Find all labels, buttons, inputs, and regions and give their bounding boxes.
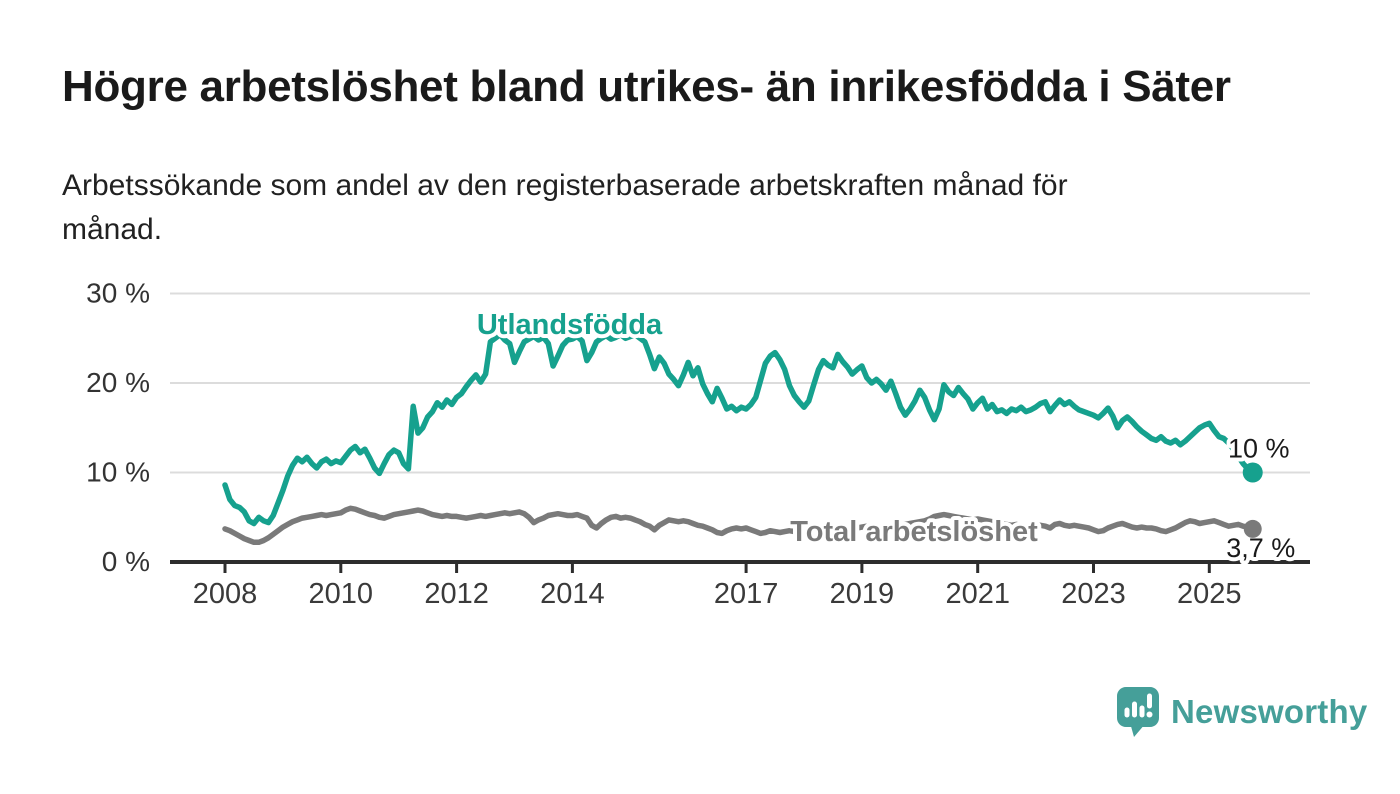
x-tick-label-2017: 2017 — [714, 578, 779, 610]
series-label-utlandsfodda: Utlandsfödda — [477, 309, 663, 341]
newsworthy-logo-icon — [1117, 687, 1159, 737]
y-tick-label-30: 30 % — [86, 278, 150, 309]
y-tick-label-20: 20 % — [86, 367, 150, 398]
x-tick-label-2008: 2008 — [193, 578, 258, 610]
x-tick-label-2010: 2010 — [309, 578, 374, 610]
logo-bar-3 — [1139, 705, 1145, 718]
newsworthy-logo-text: Newsworthy — [1171, 693, 1368, 730]
logo-exclamation-bar — [1147, 693, 1152, 709]
logo-bar-1 — [1124, 707, 1130, 718]
end-value-label-total: 3,7 % — [1226, 533, 1295, 563]
end-dot-utlandsfodda — [1242, 462, 1263, 483]
x-tick-label-2023: 2023 — [1061, 578, 1126, 610]
chart-subtitle-line-2: månad. — [62, 213, 163, 246]
series-label-total: Total arbetslöshet — [790, 516, 1038, 548]
series-line-utlandsfodda — [222, 331, 1256, 527]
x-tick-label-2025: 2025 — [1177, 578, 1242, 610]
y-tick-label-10: 10 % — [86, 457, 150, 488]
logo-exclamation-dot — [1146, 711, 1153, 718]
chart-title: Högre arbetslöshet bland utrikes- än inr… — [62, 62, 1231, 111]
x-tick-label-2019: 2019 — [830, 578, 895, 610]
chart-subtitle-line-1: Arbetssökande som andel av den registerb… — [62, 169, 1068, 202]
series-line-total — [222, 505, 1256, 546]
end-value-label-utlandsfodda: 10 % — [1228, 434, 1290, 464]
x-tick-label-2014: 2014 — [540, 578, 605, 610]
end-dot-total — [1243, 519, 1262, 538]
x-tick-label-2012: 2012 — [424, 578, 489, 610]
y-tick-label-0: 0 % — [102, 546, 150, 577]
logo-bar-2 — [1132, 701, 1137, 718]
x-tick-label-2021: 2021 — [945, 578, 1010, 610]
chart-subtitle: Arbetssökande som andel av den registerb… — [62, 164, 1068, 252]
newsworthy-logo: Newsworthy — [1116, 686, 1367, 738]
